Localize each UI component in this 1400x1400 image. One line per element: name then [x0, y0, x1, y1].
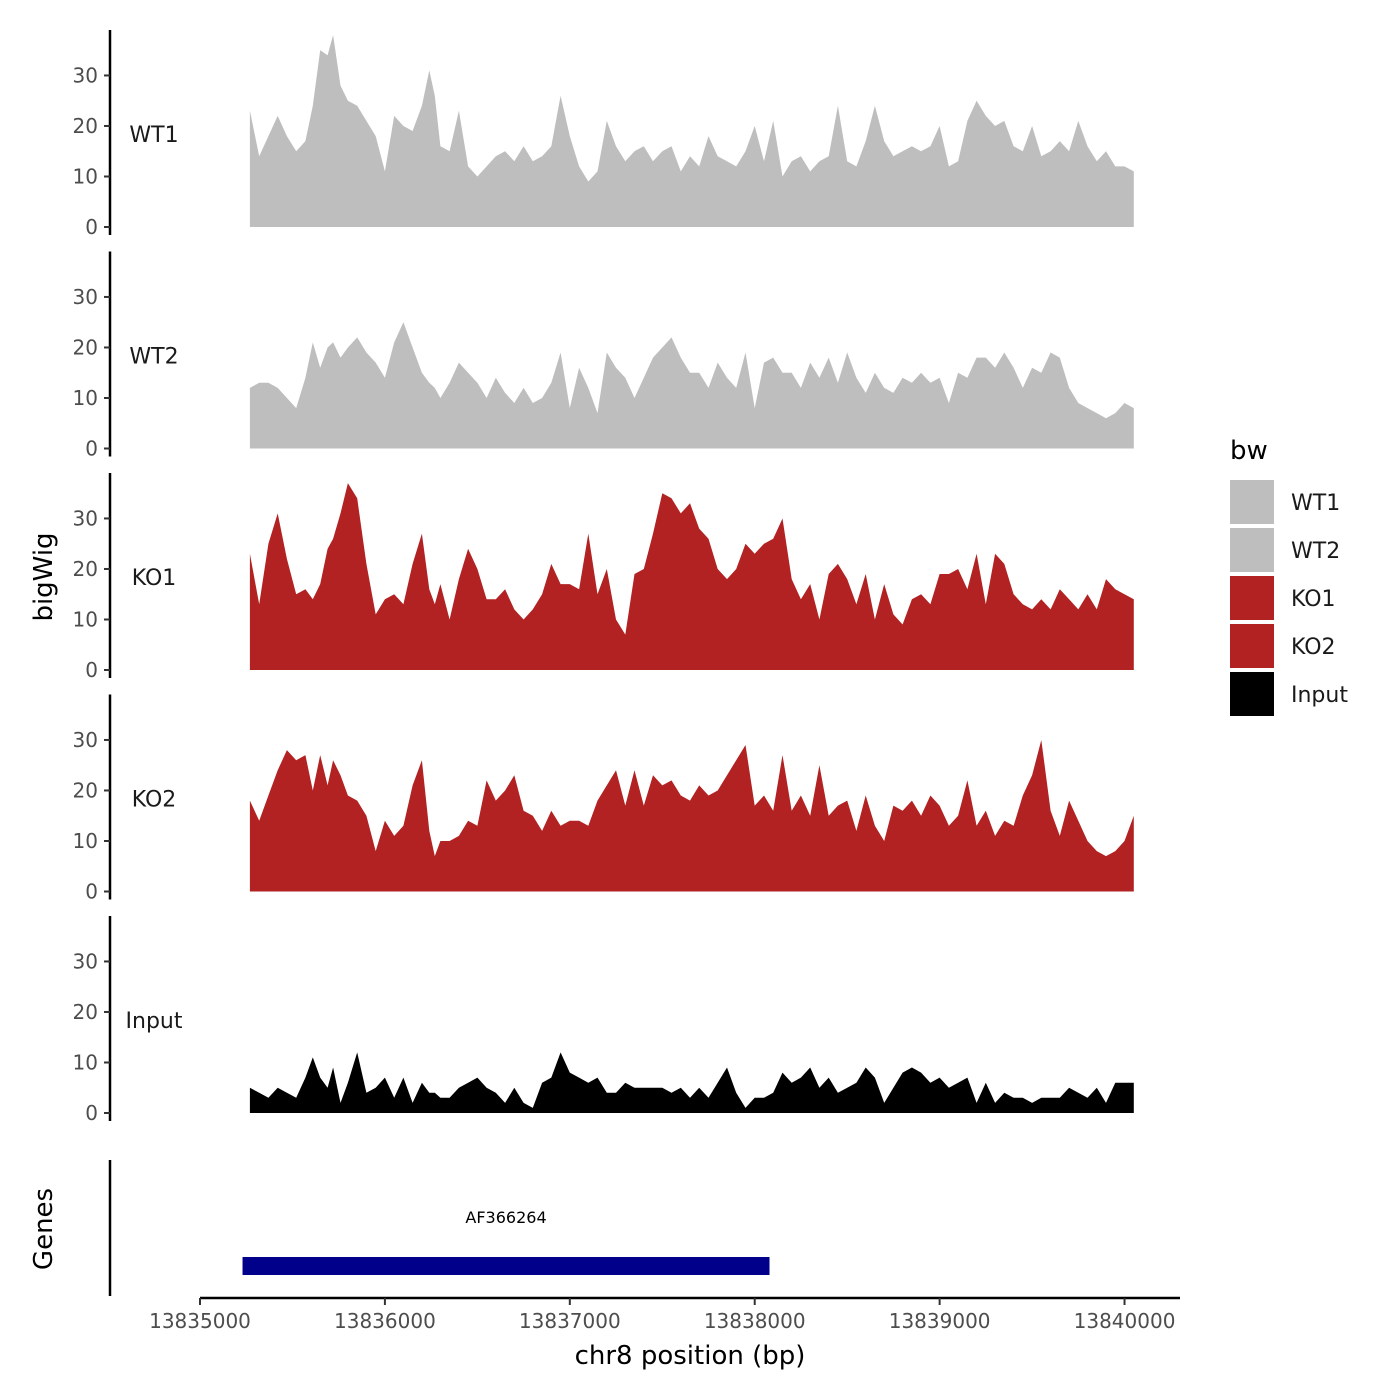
legend-label-ko2: KO2	[1291, 635, 1336, 660]
track-label: KO2	[132, 788, 177, 813]
coverage-area-ko1	[249, 483, 1134, 670]
y-tick-label: 0	[85, 1101, 98, 1125]
y-tick-label: 0	[85, 215, 98, 239]
x-axis-title: chr8 position (bp)	[575, 1341, 806, 1371]
x-axis: 13835000 13836000 13837000 13838000 13839000…	[149, 1296, 1180, 1333]
gene-body	[242, 1257, 770, 1275]
tracks-group: 0 10 20 30 WT1 0 10 20 30 WT2 0 10 20 30 KO1 0 10 20 30 KO2…	[73, 30, 1134, 1125]
coverage-area-ko2	[249, 740, 1134, 892]
coverage-area-input	[249, 1052, 1134, 1113]
legend-key-ko2	[1230, 624, 1274, 668]
legend-label-wt2: WT2	[1291, 539, 1340, 564]
x-tick-label: 13835000	[149, 1309, 251, 1333]
track-label: Input	[126, 1009, 183, 1034]
track-label: WT1	[129, 123, 178, 148]
coverage-area-wt2	[249, 322, 1134, 449]
gene-label: AF366264	[465, 1208, 546, 1227]
track-wt2: 0 10 20 30 WT2	[73, 251, 1134, 461]
legend-key-wt1	[1230, 480, 1274, 524]
track-input: 0 10 20 30 Input	[73, 916, 1134, 1125]
y-tick-label: 20	[73, 335, 98, 359]
legend: bw WT1 WT2 KO1 KO2 Input	[1230, 436, 1348, 716]
y-tick-label: 30	[73, 285, 98, 309]
y-tick-label: 20	[73, 1000, 98, 1024]
legend-label-input: Input	[1291, 683, 1348, 708]
y-tick-label: 20	[73, 114, 98, 138]
y-tick-label: 30	[73, 949, 98, 973]
track-label: KO1	[132, 566, 177, 591]
y-tick-label: 0	[85, 880, 98, 904]
genes-panel: AF366264	[108, 1160, 770, 1296]
y-tick-label: 10	[73, 829, 98, 853]
track-label: WT2	[129, 345, 178, 370]
y-axis-title: bigWig	[29, 532, 59, 621]
y-tick-label: 30	[73, 728, 98, 752]
y-tick-label: 10	[73, 164, 98, 188]
y-tick-label: 10	[73, 1050, 98, 1074]
legend-title: bw	[1230, 436, 1268, 466]
genes-axis-title: Genes	[29, 1188, 59, 1270]
y-tick-label: 20	[73, 778, 98, 802]
y-tick-label: 30	[73, 63, 98, 87]
x-tick-label: 13840000	[1074, 1309, 1176, 1333]
coverage-area-wt1	[249, 35, 1134, 227]
legend-label-ko1: KO1	[1291, 587, 1336, 612]
y-tick-label: 30	[73, 506, 98, 530]
track-wt1: 0 10 20 30 WT1	[73, 30, 1134, 239]
x-tick-label: 13839000	[889, 1309, 991, 1333]
legend-key-input	[1230, 672, 1274, 716]
legend-key-wt2	[1230, 528, 1274, 572]
track-ko2: 0 10 20 30 KO2	[73, 694, 1134, 904]
y-tick-label: 20	[73, 557, 98, 581]
x-tick-label: 13838000	[704, 1309, 806, 1333]
track-ko1: 0 10 20 30 KO1	[73, 473, 1134, 682]
x-tick-label: 13837000	[519, 1309, 621, 1333]
x-tick-label: 13836000	[334, 1309, 436, 1333]
y-tick-label: 0	[85, 437, 98, 461]
y-tick-label: 10	[73, 607, 98, 631]
y-tick-label: 10	[73, 386, 98, 410]
y-tick-label: 0	[85, 658, 98, 682]
legend-label-wt1: WT1	[1291, 491, 1340, 516]
legend-key-ko1	[1230, 576, 1274, 620]
